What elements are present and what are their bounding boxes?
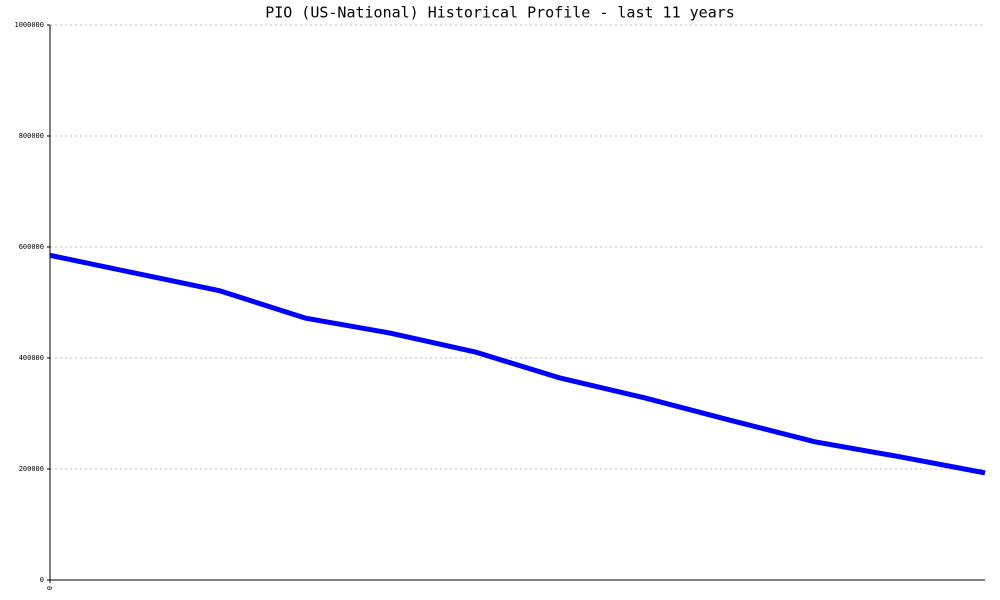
y-tick-label: 200000 <box>19 465 44 473</box>
y-tick-label: 800000 <box>19 132 44 140</box>
chart-title: PIO (US-National) Historical Profile - l… <box>265 4 735 22</box>
y-tick-label: 1000000 <box>14 21 44 29</box>
x-tick-label: 0 <box>46 586 54 590</box>
data-line <box>49 252 986 476</box>
y-tick-label: 600000 <box>19 243 44 251</box>
y-tick-label: 0 <box>40 576 44 584</box>
y-tick-label: 400000 <box>19 354 44 362</box>
